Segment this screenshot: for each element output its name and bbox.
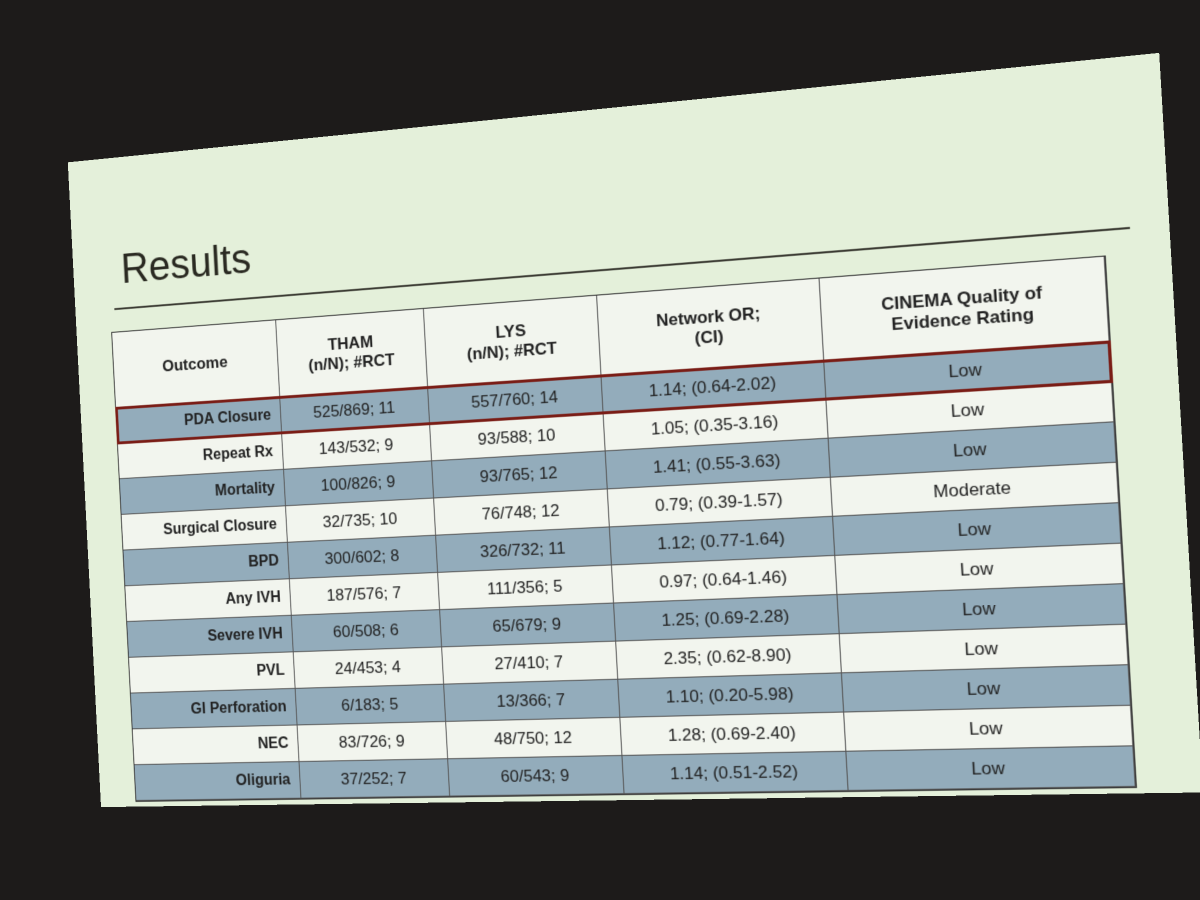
header-text: (n/N); #RCT: [307, 349, 396, 375]
value-cell: 65/679; 9: [440, 603, 617, 648]
value-cell: 2.35; (0.62-8.90): [616, 634, 842, 680]
slide-title: Results: [119, 235, 253, 293]
value-cell: 187/576; 7: [289, 572, 441, 616]
value-cell: 111/356; 5: [438, 565, 615, 611]
value-cell: 6/183; 5: [295, 684, 447, 726]
value-cell: 48/750; 12: [446, 717, 623, 760]
outcome-cell: Severe IVH: [127, 615, 294, 658]
header-text: Outcome: [161, 352, 228, 375]
value-cell: 1.14; (0.51-2.52): [622, 751, 849, 795]
value-cell: Low: [841, 665, 1132, 713]
outcome-cell: NEC: [132, 725, 300, 766]
value-cell: 24/453; 4: [293, 647, 445, 689]
value-cell: 27/410; 7: [442, 641, 619, 685]
value-cell: 1.28; (0.69-2.40): [620, 712, 847, 756]
header-cell: LYS (n/N); #RCT: [423, 295, 602, 388]
header-text: LYS: [494, 320, 527, 342]
outcome-cell: GI Perforation: [130, 688, 298, 730]
header-text: (CI): [694, 326, 724, 348]
header-cell: Network OR; (CI): [597, 278, 825, 376]
value-cell: Low: [846, 746, 1136, 791]
value-cell: 60/508; 6: [291, 610, 443, 653]
outcome-cell: Any IVH: [125, 579, 292, 623]
value-cell: 83/726; 9: [297, 721, 449, 763]
outcome-cell: PVL: [128, 652, 296, 694]
value-cell: Low: [844, 705, 1134, 752]
value-cell: 13/366; 7: [444, 679, 621, 722]
value-cell: 1.10; (0.20-5.98): [618, 673, 845, 718]
value-cell: 300/602; 8: [287, 535, 439, 580]
results-table: Outcome THAM (n/N); #RCT LYS (n/N); #RCT Netw…: [111, 255, 1138, 802]
value-cell: 37/252; 7: [299, 759, 451, 799]
header-cell: THAM (n/N); #RCT: [276, 308, 429, 397]
outcome-cell: Oliguria: [134, 762, 302, 801]
header-text: (n/N); #RCT: [466, 338, 558, 364]
header-cell: Outcome: [112, 320, 281, 408]
slide: Results Outcome THAM (n/N); #RCT LYS (n/N); …: [67, 52, 1200, 808]
value-cell: 60/543; 9: [448, 755, 625, 797]
